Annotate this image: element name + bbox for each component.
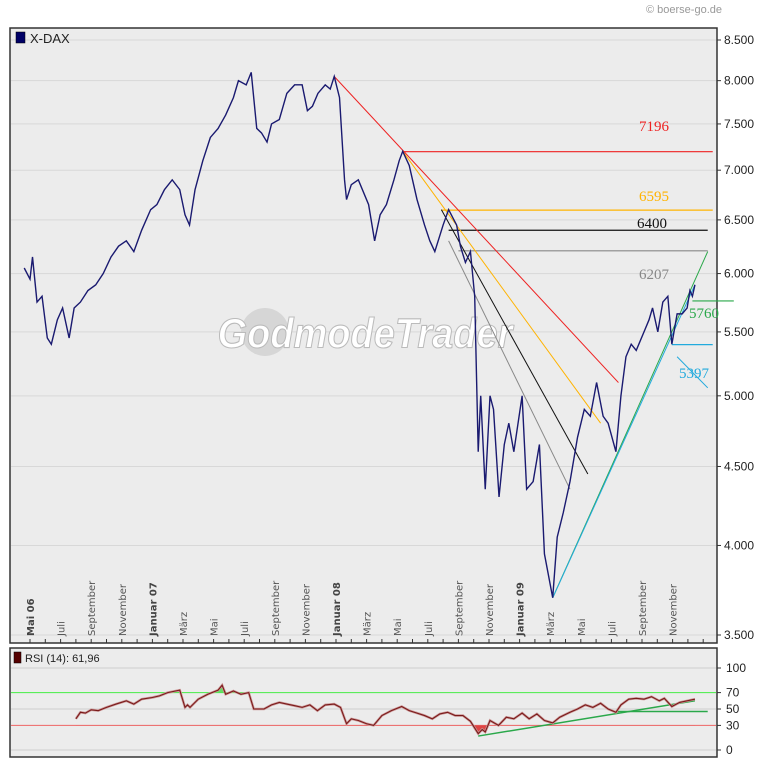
price-panel	[9, 27, 718, 644]
y-tick-label: 3.500	[724, 628, 754, 642]
y-tick-label: 4.000	[724, 538, 754, 552]
x-tick-label: Januar 07	[148, 582, 159, 637]
copyright: © boerse-go.de	[646, 4, 722, 16]
rsi-tick-label: 30	[726, 718, 740, 732]
x-tick-label: Mai	[393, 618, 404, 636]
y-tick-label: 6.000	[724, 267, 754, 281]
rsi-tick-label: 100	[726, 661, 746, 675]
x-tick-label: Mai 06	[26, 598, 37, 636]
legend-swatch-xdax	[15, 31, 26, 44]
x-tick-label: November	[669, 583, 680, 636]
rsi-panel	[9, 647, 718, 758]
rsi-tick-label: 0	[726, 743, 733, 757]
price-legend: X-DAX	[15, 31, 70, 46]
y-tick-label: 7.000	[724, 163, 754, 177]
level-label-6207: 6207	[639, 267, 670, 283]
y-tick-label: 6.500	[724, 213, 754, 227]
x-tick-label: Juli	[607, 621, 618, 637]
x-tick-label: September	[271, 580, 282, 636]
trendline	[402, 151, 602, 424]
rsi-tick-label: 70	[726, 686, 740, 700]
x-tick-label: Januar 09	[516, 582, 527, 637]
y-tick-label: 8.500	[724, 33, 754, 47]
x-tick-label: März	[179, 612, 190, 636]
x-tick-label: Juli	[240, 621, 251, 637]
y-tick-label: 7.500	[724, 117, 754, 131]
x-tick-label: November	[301, 583, 312, 636]
x-tick-label: September	[87, 580, 98, 636]
watermark: GodmodeTrader	[217, 308, 515, 358]
level-label-7196: 7196	[639, 119, 670, 135]
trendline	[440, 209, 589, 475]
legend-label-rsi: RSI (14): 61,96	[25, 653, 100, 665]
rsi-legend: RSI (14): 61,96	[13, 651, 100, 665]
x-tick-label: März	[546, 612, 557, 636]
level-label-6595: 6595	[639, 189, 669, 205]
x-tick-label: März	[363, 612, 374, 636]
y-tick-label: 8.000	[724, 74, 754, 88]
level-label-5760: 5760	[689, 306, 719, 322]
watermark-text: GodmodeTrader	[218, 311, 515, 357]
x-tick-label: November	[485, 583, 496, 636]
price-line	[23, 72, 696, 598]
x-tick-label: Mai	[210, 618, 221, 636]
y-tick-label: 5.000	[724, 389, 754, 403]
rsi-tick-label: 50	[726, 702, 740, 716]
y-tick-label: 5.500	[724, 325, 754, 339]
trendline	[448, 240, 571, 490]
x-tick-label: Juli	[57, 621, 68, 637]
trendline	[333, 76, 619, 383]
y-tick-label: 4.500	[724, 459, 754, 473]
x-tick-label: Juli	[424, 621, 435, 637]
rsi-trendline	[478, 700, 696, 737]
legend-label-xdax: X-DAX	[30, 31, 70, 46]
x-tick-label: Januar 08	[332, 582, 343, 637]
x-tick-label: September	[638, 580, 649, 636]
legend-swatch-rsi	[13, 651, 22, 664]
x-tick-label: Mai	[577, 618, 588, 636]
trendline	[676, 356, 709, 389]
x-tick-label: November	[118, 583, 129, 636]
x-tick-label: September	[454, 580, 465, 636]
level-label-6400: 6400	[637, 216, 667, 232]
